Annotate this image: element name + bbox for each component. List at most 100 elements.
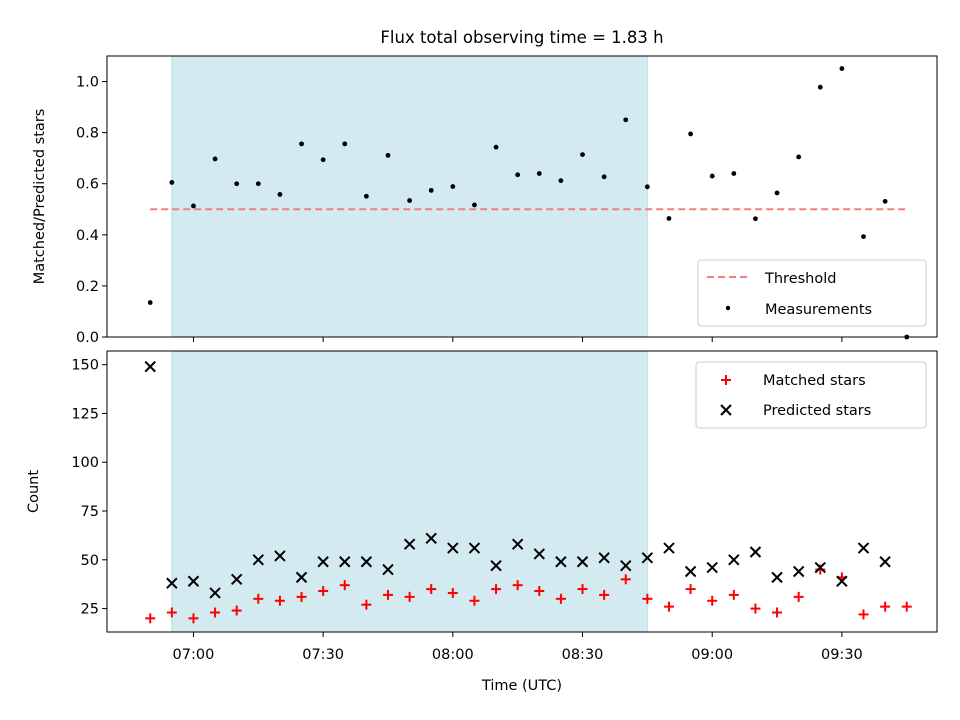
x-marker-stroke bbox=[706, 561, 718, 574]
count-y-tick-label: 150 bbox=[71, 358, 99, 374]
x-marker-stroke bbox=[879, 556, 891, 568]
predicted-star-point bbox=[252, 554, 265, 566]
matched-star-point bbox=[210, 607, 221, 618]
predicted-star-point bbox=[555, 556, 567, 568]
measurement-point bbox=[363, 193, 369, 199]
x-marker-stroke bbox=[620, 559, 632, 572]
measurement-point bbox=[493, 144, 499, 150]
predicted-stars-series bbox=[144, 360, 891, 599]
x-marker-stroke bbox=[533, 548, 545, 560]
predicted-star-point bbox=[490, 559, 502, 572]
predicted-star-point bbox=[425, 532, 437, 545]
x-marker-stroke bbox=[339, 556, 351, 568]
matched-star-point bbox=[577, 584, 588, 595]
predicted-star-point bbox=[879, 556, 891, 568]
x-marker-stroke bbox=[792, 565, 805, 578]
measurement-point bbox=[623, 117, 629, 123]
predicted-star-point bbox=[836, 575, 848, 587]
measurement-point bbox=[212, 156, 218, 162]
ratio-y-tick-label: 0.4 bbox=[76, 228, 99, 244]
measurement-point bbox=[450, 184, 456, 189]
x-marker-stroke bbox=[663, 542, 675, 554]
measurement-point bbox=[839, 66, 845, 71]
legend-matched-label: Matched stars bbox=[763, 373, 866, 389]
measurement-point bbox=[320, 157, 326, 163]
x-marker-stroke bbox=[187, 575, 200, 587]
x-marker-stroke bbox=[166, 577, 178, 589]
count-y-tick-label: 75 bbox=[81, 504, 99, 520]
x-marker-stroke bbox=[360, 556, 373, 568]
x-marker-stroke bbox=[728, 554, 740, 566]
x-marker-stroke bbox=[490, 559, 502, 572]
measurement-point bbox=[558, 178, 564, 184]
predicted-star-point bbox=[771, 571, 783, 584]
measurement-point bbox=[191, 203, 196, 209]
x-marker-stroke bbox=[144, 360, 156, 373]
matched-star-point bbox=[663, 601, 674, 612]
measurement-point bbox=[601, 174, 607, 180]
x-marker-stroke bbox=[641, 552, 654, 564]
x-marker-stroke bbox=[555, 556, 567, 568]
x-marker-stroke bbox=[468, 542, 481, 554]
x-marker-stroke bbox=[684, 565, 697, 578]
predicted-star-point bbox=[706, 561, 718, 574]
count-y-tick-label: 50 bbox=[81, 553, 99, 569]
matched-star-point bbox=[599, 589, 610, 600]
observing-window-shade bbox=[171, 55, 648, 338]
measurement-point bbox=[644, 184, 650, 190]
predicted-star-point bbox=[295, 571, 308, 584]
x-marker-stroke bbox=[576, 556, 589, 568]
count-x-tick-label: 09:00 bbox=[691, 647, 733, 663]
x-marker-stroke bbox=[447, 542, 459, 554]
matched-star-point bbox=[318, 586, 329, 597]
measurement-point bbox=[731, 171, 737, 176]
predicted-star-point bbox=[468, 542, 481, 554]
ratio-legend: Threshold Measurements bbox=[697, 259, 927, 327]
ratio-plot-frame bbox=[106, 55, 938, 338]
count-x-tick-label: 09:30 bbox=[821, 647, 863, 663]
measurement-point bbox=[817, 84, 823, 90]
matched-star-point bbox=[534, 586, 545, 597]
x-marker-stroke bbox=[814, 561, 826, 574]
measurement-point bbox=[796, 154, 802, 160]
matched-star-point bbox=[901, 601, 912, 612]
observing-window-shade-lower bbox=[171, 350, 648, 633]
matched-star-point bbox=[707, 595, 718, 606]
measurement-point bbox=[774, 190, 780, 196]
measurement-point bbox=[147, 300, 153, 305]
measurement-point bbox=[342, 141, 348, 147]
count-legend-box bbox=[695, 361, 927, 429]
matched-star-point bbox=[382, 589, 393, 600]
ratio-y-tick-label: 0.2 bbox=[76, 279, 99, 295]
count-x-tick-label: 08:30 bbox=[562, 647, 604, 663]
measurement-point bbox=[666, 216, 672, 221]
matched-star-point bbox=[858, 609, 869, 620]
ratio-y-tick-label: 0.8 bbox=[76, 126, 99, 142]
matched-star-point bbox=[620, 574, 631, 585]
measurements-series bbox=[147, 66, 910, 340]
legend-matched-swatch bbox=[721, 375, 731, 385]
count-axis-ticks: 25 50 75 100 125 150 07:00 07:30 08:00 08:30 09:00… bbox=[71, 358, 862, 663]
predicted-star-point bbox=[447, 542, 459, 554]
predicted-star-point bbox=[641, 552, 654, 564]
chart-title: Flux total observing time = 1.83 h bbox=[380, 28, 663, 47]
matched-star-point bbox=[469, 595, 480, 606]
predicted-star-point bbox=[598, 552, 610, 564]
measurement-point bbox=[255, 181, 261, 187]
count-x-tick-label: 08:00 bbox=[432, 647, 474, 663]
predicted-star-point bbox=[144, 360, 156, 373]
predicted-star-point bbox=[814, 561, 826, 574]
legend-measurements-label: Measurements bbox=[765, 302, 872, 318]
predicted-star-point bbox=[857, 542, 870, 554]
x-marker-stroke bbox=[252, 554, 265, 566]
matched-star-point bbox=[231, 605, 242, 616]
predicted-star-point bbox=[339, 556, 351, 568]
predicted-star-point bbox=[576, 556, 589, 568]
matched-star-point bbox=[880, 601, 891, 612]
matched-star-point bbox=[447, 587, 458, 598]
x-marker-stroke bbox=[771, 571, 783, 584]
matched-star-point bbox=[491, 584, 502, 595]
matched-star-point bbox=[750, 603, 761, 614]
x-marker-stroke bbox=[836, 575, 848, 587]
